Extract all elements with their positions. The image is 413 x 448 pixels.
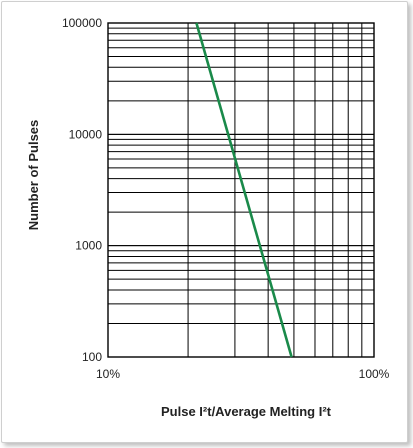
x-tick-label: 10% (96, 367, 120, 381)
y-tick-label: 1000 (75, 239, 102, 253)
y-axis-title: Number of Pulses (26, 120, 41, 231)
x-axis-title: Pulse I²t/Average Melting I²t (161, 404, 332, 419)
series-line (195, 22, 293, 358)
series-layer (195, 22, 293, 358)
y-tick-label: 100 (82, 350, 102, 364)
x-tick-label: 100% (359, 367, 390, 381)
chart-frame (1, 1, 408, 443)
x-tick-labels: 10% 100% (96, 367, 390, 381)
y-tick-label: 10000 (69, 127, 103, 141)
plot-border (107, 22, 375, 358)
grid (108, 23, 374, 357)
y-tick-label: 100000 (62, 16, 102, 30)
y-tick-labels: 100 1000 10000 100000 (62, 16, 102, 364)
